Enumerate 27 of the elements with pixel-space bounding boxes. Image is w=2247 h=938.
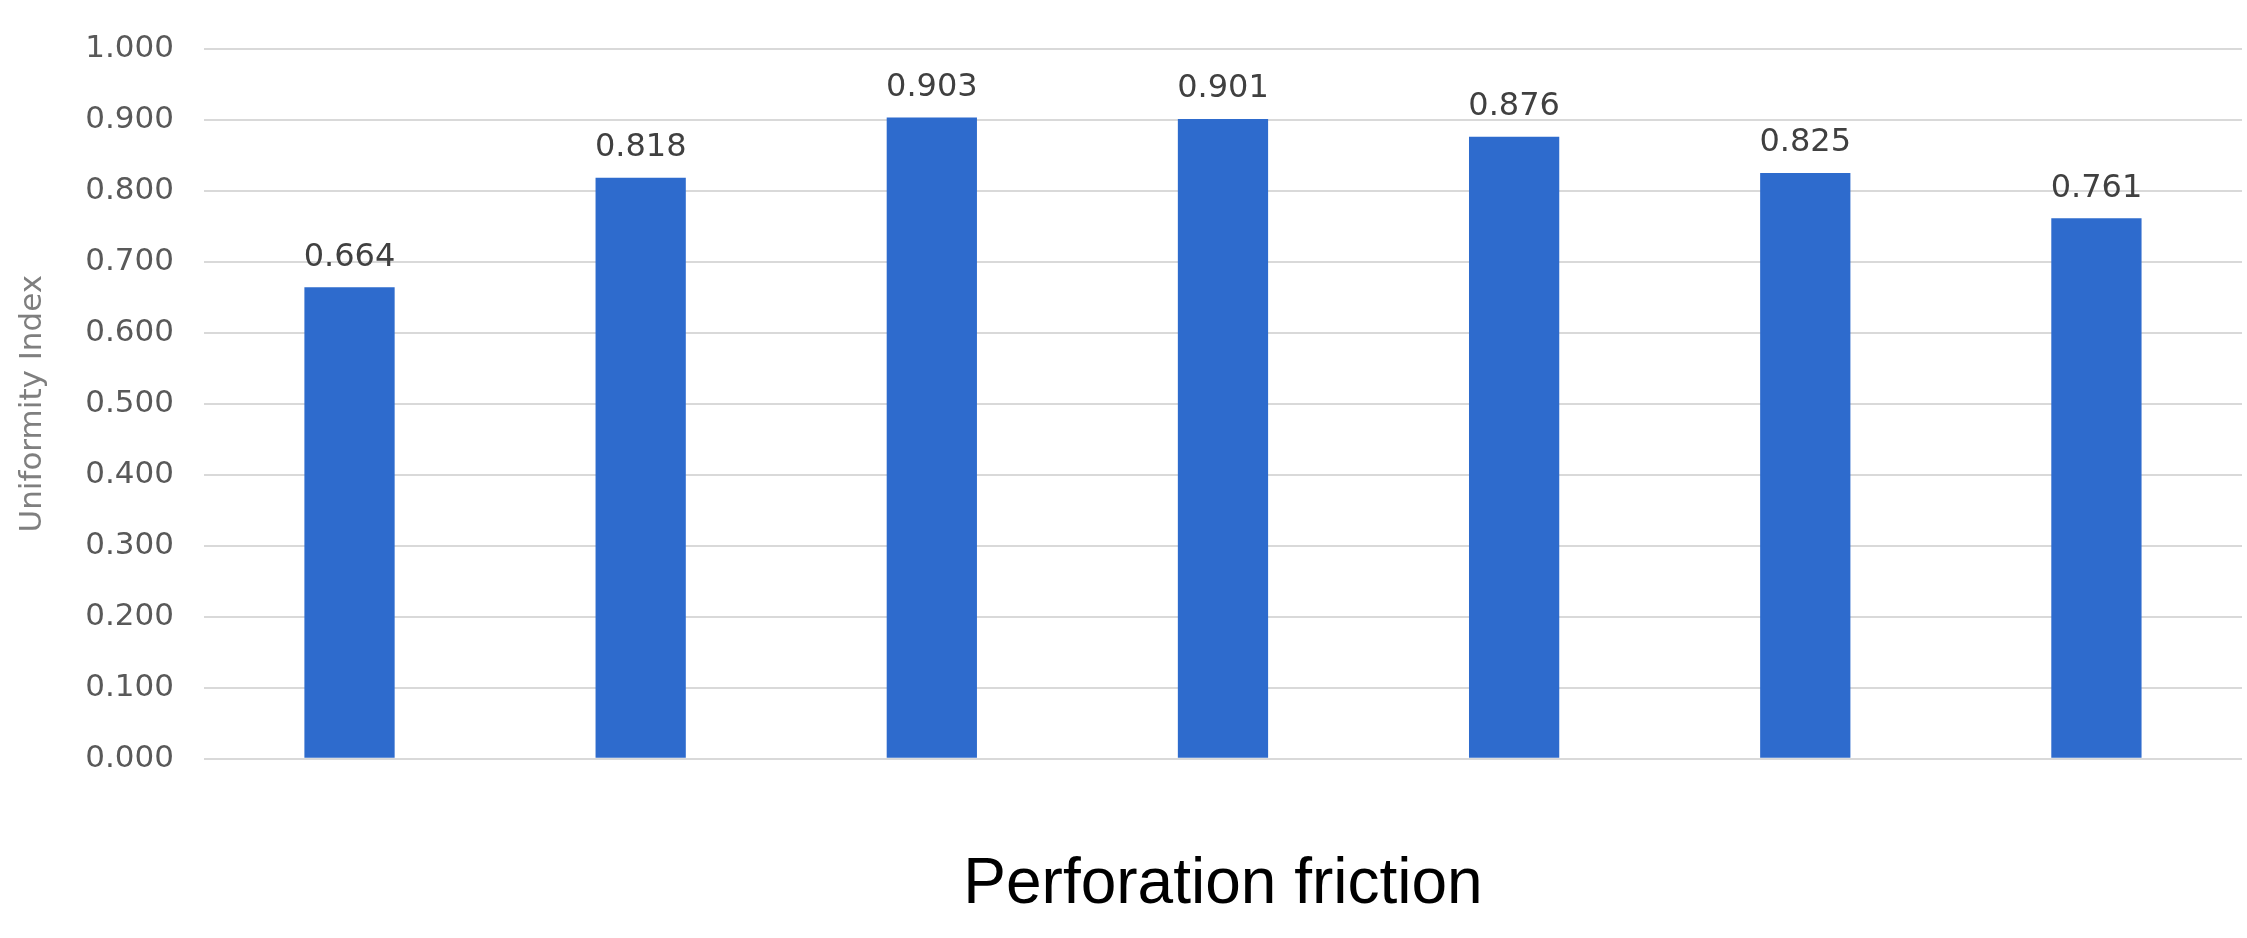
data-label: 0.761 xyxy=(2050,166,2143,205)
data-label: 0.901 xyxy=(1177,67,1269,106)
y-tick-label: 1.000 xyxy=(85,27,174,64)
bar xyxy=(1469,136,1560,758)
y-tick-label: 0.800 xyxy=(85,169,174,206)
y-tick-label: 0.900 xyxy=(85,98,174,135)
y-tick-label: 0.200 xyxy=(85,595,174,632)
y-tick-label: 0.600 xyxy=(85,311,174,348)
bar xyxy=(886,117,977,758)
bar xyxy=(1177,118,1269,758)
data-label: 0.818 xyxy=(594,126,687,165)
data-label: 0.664 xyxy=(303,235,396,274)
y-tick-label: 0.100 xyxy=(85,666,174,703)
y-tick-label: 0.500 xyxy=(85,382,174,419)
bar xyxy=(304,287,395,758)
y-axis-title: Uniformity Index xyxy=(11,274,48,533)
y-tick-label: 0.400 xyxy=(85,453,174,490)
y-tick-label: 0.300 xyxy=(85,524,174,561)
bar xyxy=(1760,172,1851,758)
bar xyxy=(595,177,686,758)
bar xyxy=(2051,218,2142,758)
x-axis-title: Perforation friction xyxy=(963,845,1483,918)
data-label: 0.876 xyxy=(1468,84,1560,123)
data-label: 0.825 xyxy=(1759,121,1852,160)
y-tick-label: 0.700 xyxy=(85,240,174,277)
y-tick-label: 0.000 xyxy=(85,737,174,774)
data-label: 0.903 xyxy=(886,65,978,104)
